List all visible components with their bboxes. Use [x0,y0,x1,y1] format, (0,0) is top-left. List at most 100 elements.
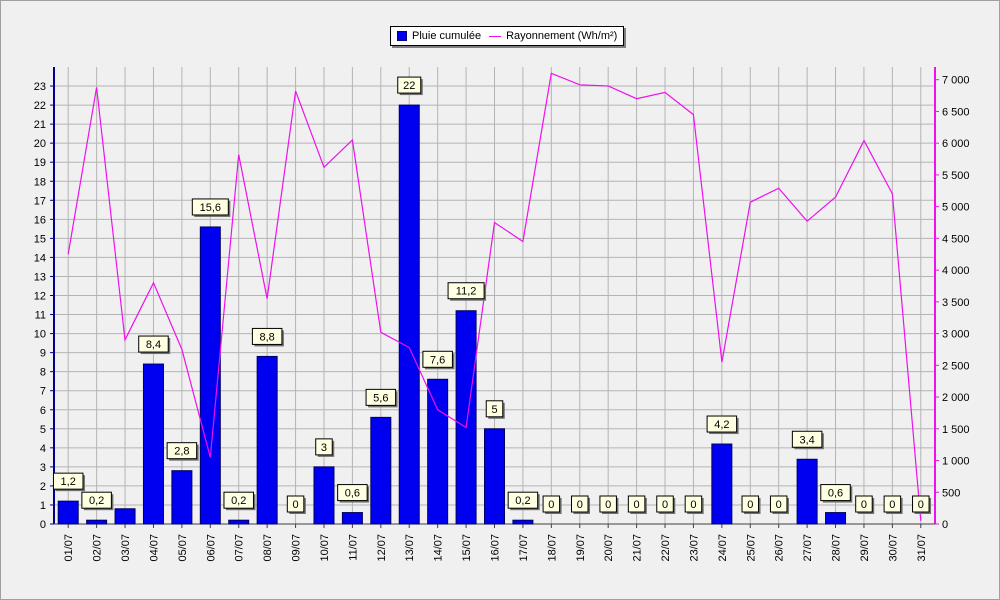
y-left-tick-label: 18 [34,176,46,188]
x-tick-label: 09/07 [291,534,303,562]
legend-swatch-rain [397,31,407,41]
data-label-box [397,76,422,94]
data-label: 0,2 [231,495,246,507]
x-tick-label: 04/07 [148,534,160,562]
y-left-tick-label: 15 [34,233,46,245]
data-label-box [251,327,283,345]
y-left-tick-label: 21 [34,119,46,131]
data-label-box [684,495,703,513]
y-left-tick-label: 5 [40,424,46,436]
y-right-tick-label: 2 500 [942,360,970,372]
y-right-tick-label: 3 500 [942,297,970,309]
data-label-box [485,400,504,418]
data-label: 1,2 [61,476,76,488]
bar-rain [427,378,449,525]
x-tick-label: 01/07 [63,534,75,562]
legend-item-radiation: Rayonnement (Wh/m²) [489,30,617,42]
data-label-box [599,495,617,513]
data-label-box [447,282,485,300]
x-tick-label: 18/07 [546,534,558,562]
x-tick-label: 25/07 [745,534,757,562]
data-label: 0 [776,499,782,511]
data-label-box [706,415,738,433]
y-right-tick-label: 5 500 [942,170,970,182]
data-label-box [507,491,539,509]
x-tick-label: 14/07 [433,534,445,562]
data-label: 0,6 [828,488,843,500]
data-label-box [286,495,305,513]
data-label: 0 [577,499,583,511]
data-label: 5,6 [373,392,388,404]
x-tick-label: 06/07 [205,534,217,562]
data-label-box [571,495,589,513]
legend-swatch-radiation [489,35,502,37]
data-label-box [791,430,823,448]
y-right-tick-label: 7 000 [942,75,970,87]
y-left-tick-label: 22 [34,100,46,112]
data-label: 15,6 [200,202,221,214]
x-tick-label: 28/07 [831,534,843,562]
y-left-tick-label: 8 [40,367,46,379]
line-radiation [67,72,922,521]
bar-rain [370,416,392,525]
data-label-box [820,484,851,502]
y-left-tick-label: 3 [40,462,46,474]
bar-rain [114,508,136,525]
bar-rain [228,519,250,525]
x-tick-label: 13/07 [404,534,416,562]
x-tick-label: 15/07 [461,534,473,562]
data-label-box [912,495,930,513]
y-left-tick-label: 17 [34,195,46,207]
bar-rain [142,363,164,525]
data-label: 8,4 [146,339,161,351]
data-label-box [337,484,368,502]
data-label-box [81,491,112,509]
y-right-tick-label: 4 000 [942,265,970,277]
data-label: 11,2 [456,286,477,298]
data-label: 0,2 [89,495,104,507]
y-right-tick-label: 6 500 [942,106,970,118]
bar-rain [256,355,278,525]
chart-legend: Pluie cumulée Rayonnement (Wh/m²) [390,26,625,46]
y-left-tick-label: 11 [35,310,46,322]
y-left-tick-label: 19 [34,157,46,169]
data-label: 22 [403,80,415,92]
y-right-tick-label: 4 500 [942,233,970,245]
y-left-tick-label: 12 [34,291,46,303]
bar-rain [57,500,79,525]
data-label-box [166,442,198,460]
x-tick-label: 10/07 [319,534,331,562]
legend-label-radiation: Rayonnement (Wh/m²) [506,30,618,42]
y-right-tick-label: 3 000 [942,329,970,341]
bar-rain [455,310,477,525]
y-right-tick-label: 2 000 [942,392,970,404]
y-right-tick-label: 500 [942,487,960,499]
bar-rain [313,466,335,525]
x-tick-label: 19/07 [575,534,587,562]
data-label: 0 [293,499,299,511]
x-tick-label: 08/07 [262,534,274,562]
bar-rain [711,443,733,525]
data-label-box [855,495,873,513]
x-tick-label: 11/07 [347,534,359,561]
x-tick-label: 22/07 [660,534,672,562]
data-label: 0 [861,499,867,511]
y-left-tick-label: 16 [34,214,46,226]
x-tick-label: 07/07 [234,534,246,562]
x-tick-label: 05/07 [177,534,189,562]
x-tick-label: 21/07 [632,534,644,562]
bar-rain [484,428,505,525]
x-tick-label: 17/07 [518,534,530,562]
data-label-box [365,388,397,406]
y-left-tick-label: 1 [40,500,46,512]
legend-item-rain: Pluie cumulée [397,30,481,42]
x-tick-label: 12/07 [376,534,388,562]
y-left-tick-label: 0 [40,519,46,531]
data-label-box [883,495,902,513]
x-tick-label: 31/07 [916,534,928,562]
data-label-box [422,350,453,368]
y-left-tick-label: 7 [40,386,46,398]
data-label-box [191,198,229,216]
data-label: 0 [747,499,753,511]
